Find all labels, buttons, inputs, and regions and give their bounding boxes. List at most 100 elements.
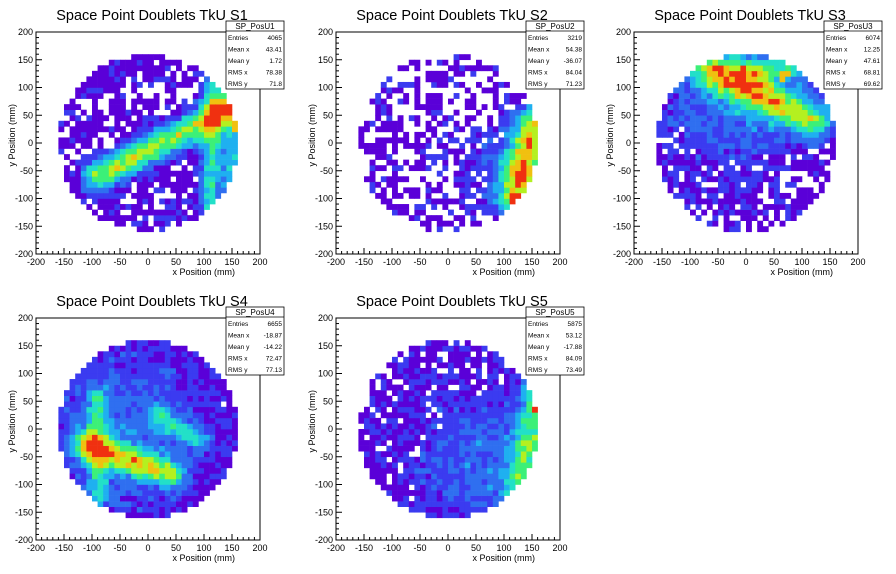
heatmap-cell <box>114 70 121 77</box>
heatmap-cell <box>192 143 199 149</box>
heatmap-cell <box>729 181 736 188</box>
heatmap-cell <box>204 137 210 144</box>
heatmap-cell <box>403 467 410 474</box>
heatmap-cell <box>159 456 166 463</box>
heatmap-cell <box>142 412 149 419</box>
heatmap-cell <box>718 209 724 216</box>
heatmap-cell <box>187 181 194 188</box>
heatmap-cell <box>176 484 182 491</box>
heatmap-cell <box>690 137 696 144</box>
heatmap-cell <box>420 131 426 138</box>
heatmap-cell <box>712 187 719 194</box>
heatmap-cell <box>64 165 70 172</box>
heatmap-cell <box>380 473 387 480</box>
heatmap-cell <box>492 98 499 105</box>
heatmap-cell <box>504 198 510 205</box>
heatmap-cell <box>108 198 115 205</box>
heatmap-cell <box>187 176 194 183</box>
heatmap-cell <box>436 379 443 385</box>
heatmap-cell <box>120 126 126 133</box>
heatmap-cell <box>431 367 438 374</box>
heatmap-cell <box>164 473 171 480</box>
heatmap-cell <box>667 176 674 183</box>
heatmap-cell <box>198 384 205 391</box>
heatmap-cell <box>774 148 780 155</box>
heatmap-cell <box>187 467 194 474</box>
heatmap-cell <box>464 356 471 363</box>
heatmap-cell <box>509 445 516 452</box>
heatmap-cell <box>369 401 376 408</box>
heatmap-cell <box>181 198 188 205</box>
heatmap-cell <box>768 204 775 210</box>
heatmap-cell <box>425 478 432 485</box>
heatmap-cell <box>515 159 522 166</box>
heatmap-cell <box>414 367 421 374</box>
heatmap-cell <box>75 390 82 396</box>
heatmap-cell <box>695 137 702 144</box>
heatmap-cell <box>706 115 713 122</box>
heatmap-cell <box>509 109 516 116</box>
heatmap-cell <box>176 473 182 480</box>
heatmap-cell <box>498 434 505 441</box>
heatmap-cell <box>785 70 792 77</box>
heatmap-cell <box>136 226 143 233</box>
heatmap-cell <box>757 93 764 99</box>
heatmap-cell <box>509 176 516 183</box>
heatmap-cell <box>757 181 764 188</box>
heatmap-cell <box>136 445 143 452</box>
heatmap-cell <box>706 176 713 183</box>
heatmap-cell <box>712 81 719 88</box>
heatmap-cell <box>120 373 126 380</box>
heatmap-cell <box>464 390 471 396</box>
heatmap-cell <box>97 406 104 413</box>
heatmap-cell <box>380 478 387 485</box>
axis-ticks <box>633 31 859 255</box>
stats-value: 12.25 <box>864 47 881 54</box>
heatmap-cell <box>487 159 494 166</box>
heatmap-cell <box>80 143 87 149</box>
heatmap-cell <box>131 451 138 458</box>
heatmap-cell <box>425 187 432 194</box>
heatmap-cell <box>768 65 775 72</box>
heatmap-cell <box>414 345 421 352</box>
heatmap-cell <box>520 126 527 133</box>
stats-value: 84.04 <box>566 70 583 77</box>
heatmap-cell <box>215 165 222 172</box>
heatmap-cell <box>453 215 460 221</box>
heatmap-cell <box>181 148 188 155</box>
heatmap-cell <box>397 501 404 507</box>
heatmap-cell <box>114 109 121 116</box>
heatmap-cell <box>453 395 460 402</box>
heatmap-cell <box>470 445 477 452</box>
stats-box-frame <box>525 306 585 376</box>
heatmap-cell <box>824 109 831 116</box>
heatmap-cell <box>392 367 398 374</box>
heatmap-cell <box>108 76 115 83</box>
heatmap-cell <box>142 395 149 402</box>
heatmap-cell <box>667 159 674 166</box>
heatmap-cell <box>448 473 454 480</box>
heatmap-cell <box>498 120 505 127</box>
heatmap-cell <box>498 423 505 430</box>
heatmap-cell <box>369 384 376 391</box>
heatmap-cell <box>481 209 488 216</box>
heatmap-cell <box>142 495 149 502</box>
heatmap-cell <box>408 417 415 424</box>
heatmap-cell <box>176 65 182 72</box>
heatmap-cell <box>476 367 482 374</box>
heatmap-cell <box>520 462 527 469</box>
heatmap-cell <box>448 423 454 430</box>
heatmap-cell <box>192 423 199 430</box>
heatmap-cell <box>532 412 538 419</box>
heatmap-cell <box>723 198 730 205</box>
heatmap-cell <box>762 126 769 133</box>
heatmap-cell <box>459 204 466 210</box>
heatmap-cell <box>153 412 160 419</box>
heatmap-cell <box>97 120 104 127</box>
heatmap-cell <box>386 401 393 408</box>
heatmap-cell <box>380 87 387 94</box>
heatmap-cell <box>706 187 713 194</box>
heatmap-cell <box>768 165 775 172</box>
heatmap-cell <box>136 506 143 513</box>
heatmap-cell <box>97 395 104 402</box>
